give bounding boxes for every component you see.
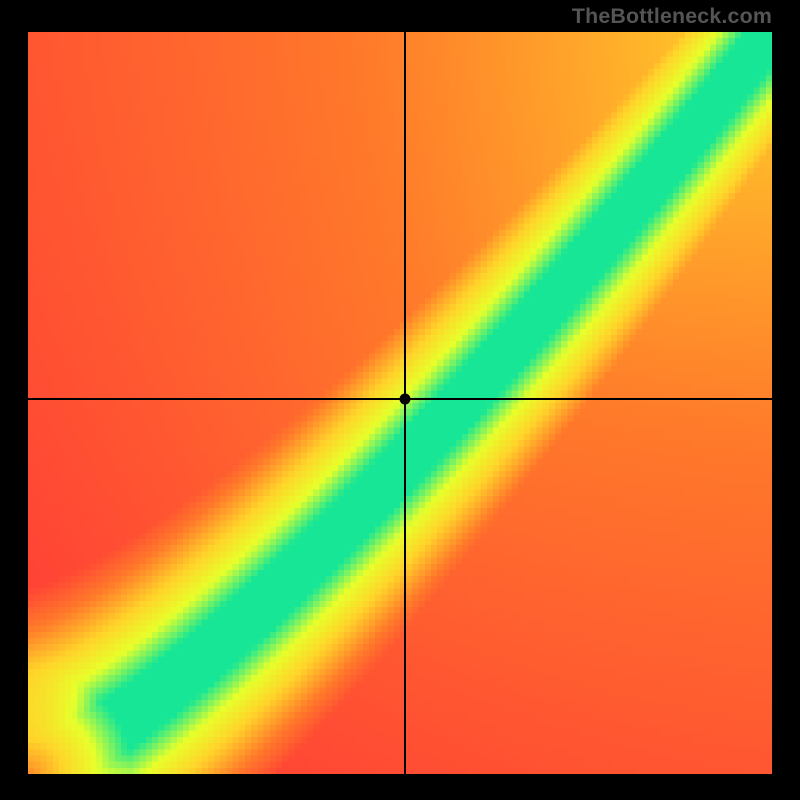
crosshair-marker-dot — [400, 394, 411, 405]
heatmap-canvas — [28, 32, 772, 774]
plot-frame — [28, 32, 772, 774]
attribution-watermark: TheBottleneck.com — [572, 4, 772, 29]
